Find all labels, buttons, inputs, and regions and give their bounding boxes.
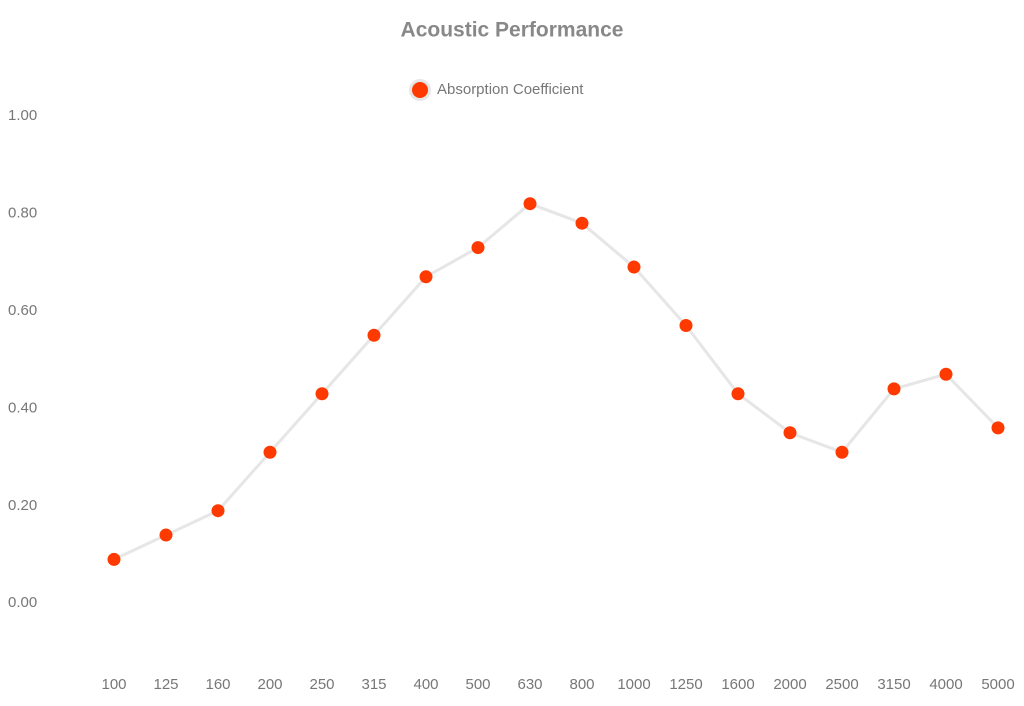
legend-marker [412,82,428,98]
point [939,367,953,381]
point [159,528,173,542]
y-tick-label: 0.60 [8,302,37,319]
point [211,504,225,518]
legend-label: Absorption Coefficient [437,81,584,98]
point [887,382,901,396]
y-tick-label: 0.00 [8,594,37,611]
x-tick-label: 630 [517,676,542,693]
x-tick-label: 2000 [773,676,806,693]
chart-title: Acoustic Performance [401,19,624,42]
point [367,328,381,342]
point [263,445,277,459]
y-tick-label: 0.80 [8,204,37,221]
x-tick-label: 500 [465,676,490,693]
x-tick-label: 1250 [669,676,702,693]
point [835,445,849,459]
x-tick-label: 400 [413,676,438,693]
point [107,552,121,566]
y-tick-label: 0.20 [8,497,37,514]
x-tick-label: 2500 [825,676,858,693]
point [991,421,1005,435]
x-tick-label: 250 [309,676,334,693]
x-tick-label: 100 [101,676,126,693]
x-tick-label: 1600 [721,676,754,693]
point [419,270,433,284]
point [627,260,641,274]
x-tick-label: 200 [257,676,282,693]
x-tick-label: 125 [153,676,178,693]
line [113,202,1000,561]
x-tick-label: 3150 [877,676,910,693]
x-tick-label: 800 [569,676,594,693]
point [679,319,693,333]
x-tick-label: 4000 [929,676,962,693]
y-tick-label: 0.40 [8,399,37,416]
point [523,197,537,211]
point [315,387,329,401]
point [575,216,589,230]
y-tick-label: 1.00 [8,107,37,124]
point [471,241,485,255]
x-tick-label: 1000 [617,676,650,693]
x-tick-label: 160 [205,676,230,693]
point [731,387,745,401]
x-tick-label: 5000 [981,676,1014,693]
x-tick-label: 315 [361,676,386,693]
point [783,426,797,440]
